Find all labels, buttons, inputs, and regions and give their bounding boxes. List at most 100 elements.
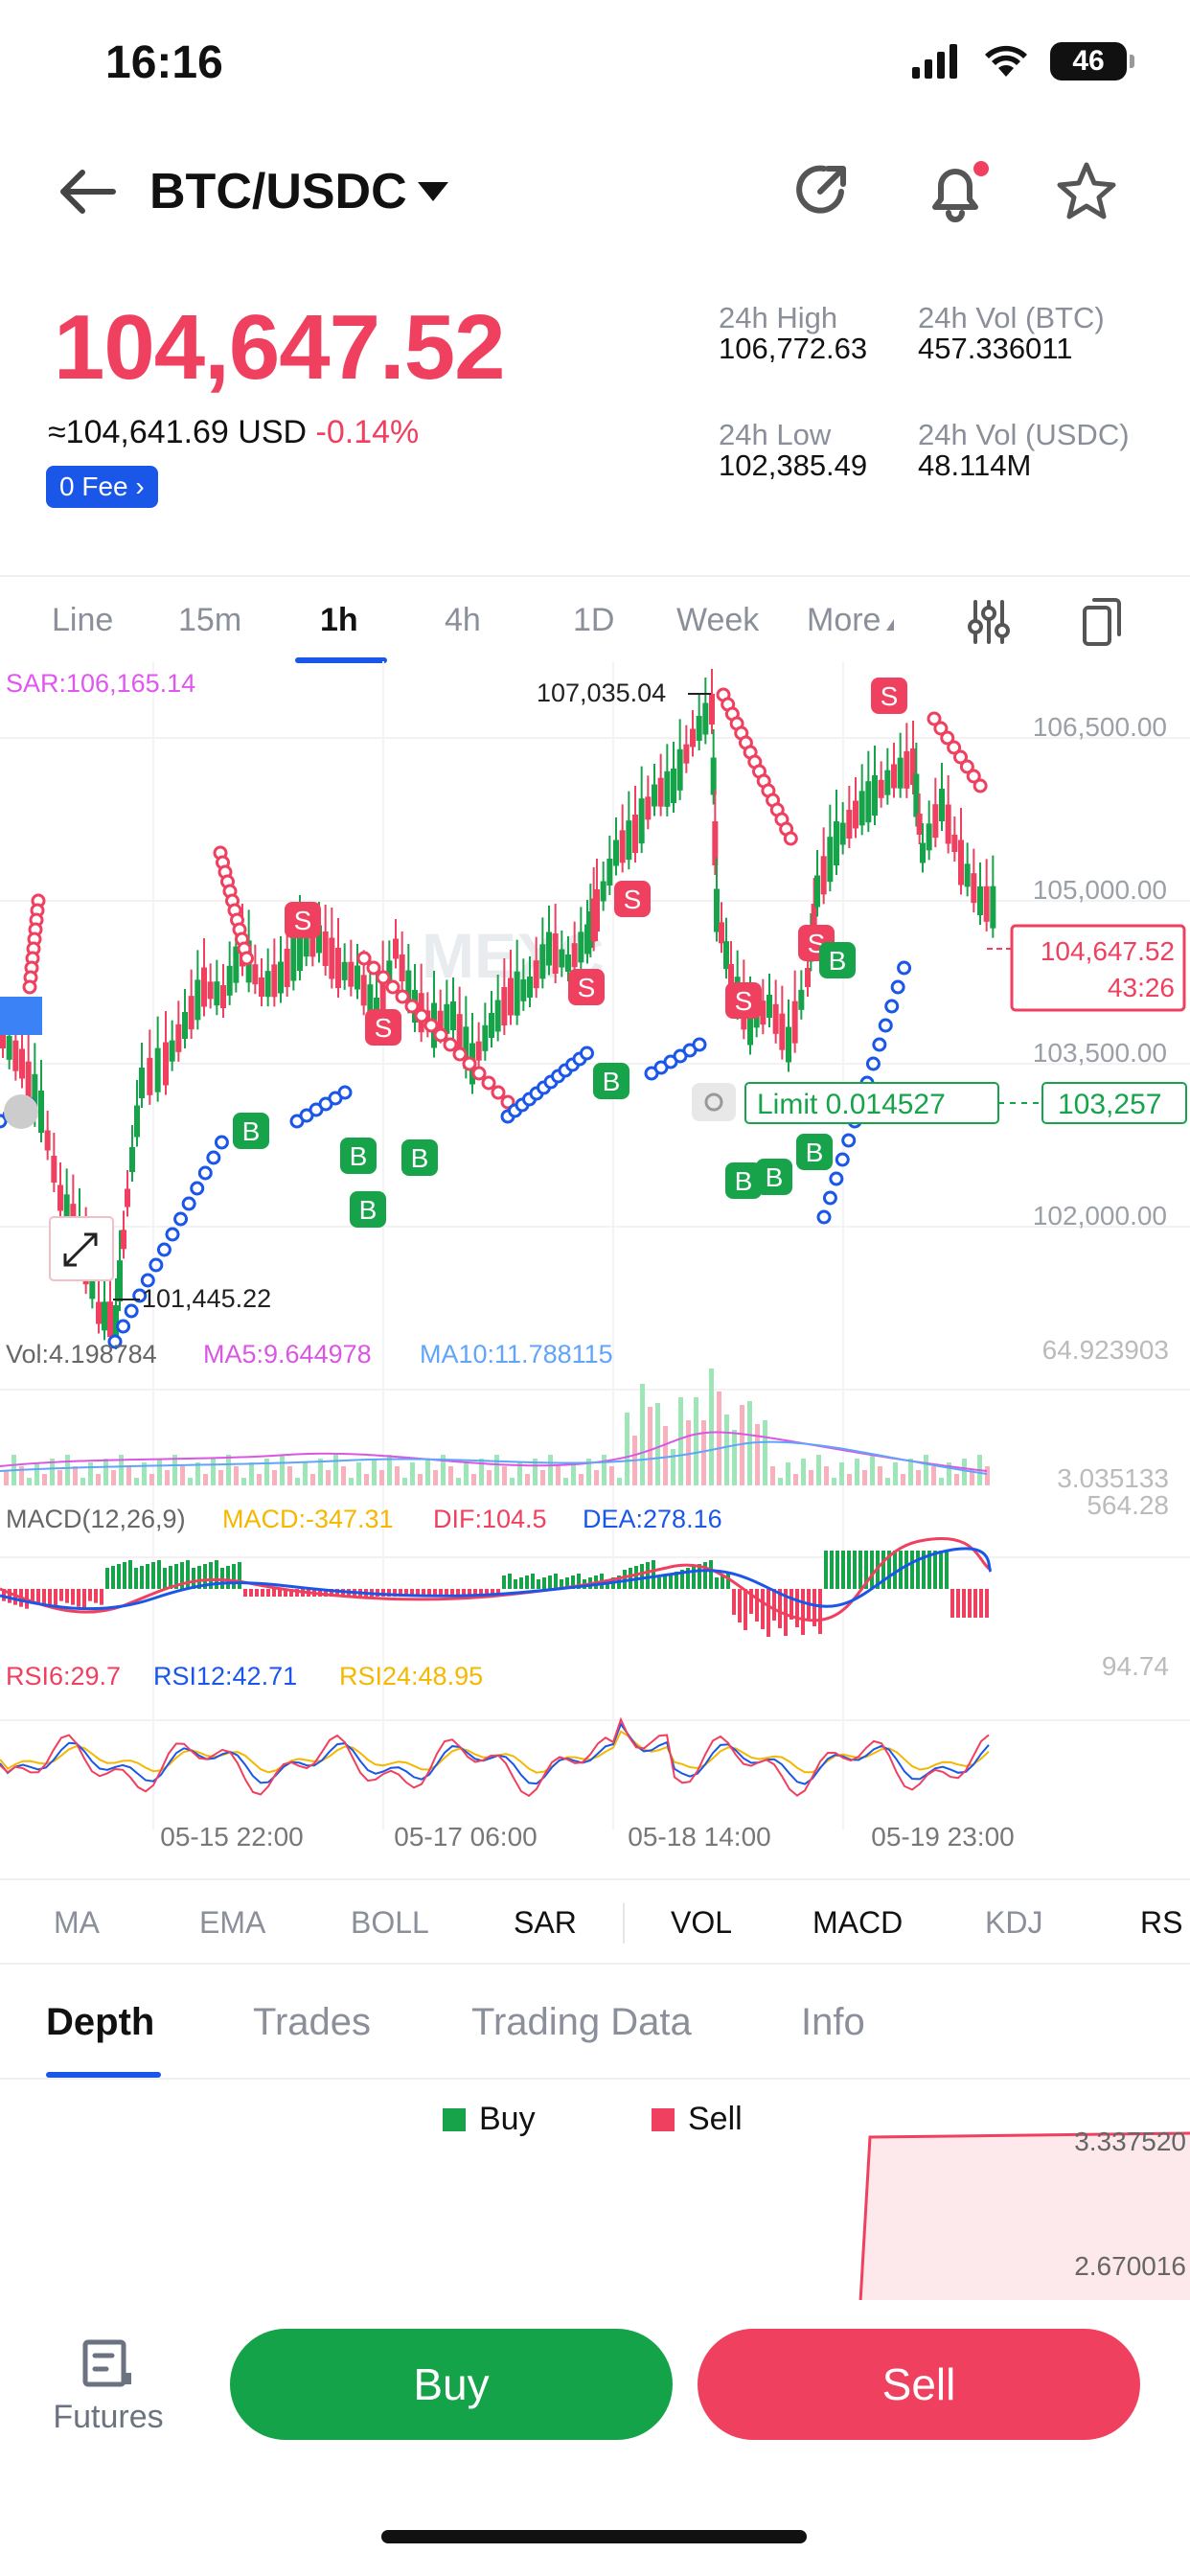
sar-dot <box>22 979 37 995</box>
candle <box>134 1105 140 1138</box>
buy-marker: B <box>350 1191 386 1228</box>
svg-text:S: S <box>624 885 642 914</box>
indicator-ema[interactable]: EMA <box>199 1905 266 1940</box>
tab-15m[interactable]: 15m <box>178 602 242 638</box>
tab-line[interactable]: Line <box>52 602 114 638</box>
indicator-kdj[interactable]: KDJ <box>985 1905 1043 1940</box>
macd-bar <box>703 1562 707 1589</box>
tab-1d[interactable]: 1D <box>573 602 615 638</box>
favorite-star-icon[interactable] <box>1054 159 1119 224</box>
candle <box>220 985 226 1008</box>
macd-bar <box>692 1566 696 1589</box>
volume-bar <box>88 1462 93 1485</box>
kline-chart[interactable]: MEXC SAR:106,165.14 107,035.04 101,445.22 10… <box>0 661 1190 1878</box>
macd-bar <box>519 1577 523 1589</box>
macd-bar <box>939 1551 943 1589</box>
candle <box>139 1068 145 1098</box>
candle <box>702 702 709 735</box>
candle <box>932 804 939 839</box>
macd-bar <box>749 1589 753 1614</box>
macd-bar <box>790 1589 793 1620</box>
macd-bar <box>663 1576 667 1589</box>
futures-button[interactable]: Futures <box>46 2336 171 2436</box>
tab-more[interactable]: More <box>807 602 895 639</box>
current-price-box <box>1010 924 1186 1012</box>
drawing-tool-flag <box>0 997 42 1035</box>
volume-bar <box>303 1462 308 1485</box>
buy-button[interactable]: Buy <box>230 2329 673 2440</box>
macd-bar <box>238 1562 241 1589</box>
macd-bar <box>565 1577 569 1589</box>
depth-chart[interactable]: 3.337520 2.670016 <box>0 2089 1190 2310</box>
macd-bar <box>445 1589 448 1597</box>
candle <box>559 949 565 968</box>
macd-bar <box>560 1579 563 1589</box>
volume-bar <box>885 1478 890 1485</box>
candle <box>606 859 613 886</box>
candle <box>154 1047 161 1092</box>
candle <box>450 1001 456 1030</box>
volume-bar <box>540 1470 545 1485</box>
macd-bar <box>496 1589 500 1597</box>
copy-layout-icon[interactable] <box>1081 596 1123 648</box>
volume-bar <box>341 1466 346 1485</box>
macd-bar <box>945 1551 949 1589</box>
macd-bar <box>36 1589 40 1603</box>
indicator-boll[interactable]: BOLL <box>351 1905 429 1940</box>
volume-bar <box>441 1455 446 1485</box>
macd-bar <box>128 1560 132 1589</box>
tab-4h[interactable]: 4h <box>445 602 481 638</box>
sar-dot <box>214 1135 229 1150</box>
indicator-macd[interactable]: MACD <box>812 1905 904 1940</box>
chevron-right-icon: › <box>135 472 145 501</box>
indicator-ma[interactable]: MA <box>54 1905 100 1940</box>
indicator-sar[interactable]: SAR <box>514 1905 577 1940</box>
volume-bar <box>80 1478 85 1485</box>
tab-info[interactable]: Info <box>801 2001 865 2043</box>
macd-bar <box>916 1551 920 1589</box>
pair-title[interactable]: BTC/USDC <box>149 164 407 219</box>
tab-trading-data[interactable]: Trading Data <box>471 2001 692 2043</box>
macd-bar <box>249 1589 253 1597</box>
tab-week[interactable]: Week <box>676 602 760 638</box>
tab-1h[interactable]: 1h <box>320 602 358 638</box>
sar-dot <box>471 1066 487 1081</box>
indicator-settings-icon[interactable] <box>968 598 1010 646</box>
tab-trades[interactable]: Trades <box>253 2001 372 2043</box>
notification-bell-icon[interactable] <box>922 159 989 226</box>
sell-button[interactable]: Sell <box>698 2329 1140 2440</box>
indicator-rsi[interactable]: RS <box>1140 1905 1183 1940</box>
pair-dropdown-caret-icon[interactable] <box>418 182 448 201</box>
sar-dot <box>116 1319 131 1334</box>
macd-bar <box>462 1589 466 1597</box>
macd-bar <box>732 1589 736 1615</box>
volume-bar <box>740 1405 744 1485</box>
candle <box>169 1040 175 1062</box>
svg-text:S: S <box>375 1013 393 1043</box>
macd-bar <box>571 1576 575 1589</box>
tab-depth[interactable]: Depth <box>46 2001 155 2043</box>
candle <box>444 1003 450 1034</box>
candle <box>463 1026 469 1070</box>
indicator-vol[interactable]: VOL <box>671 1905 733 1940</box>
sar-dot <box>865 1056 881 1071</box>
volume-bar <box>149 1474 154 1485</box>
sar-dot <box>580 1046 594 1061</box>
volume-bar <box>517 1462 522 1485</box>
macd-bar <box>962 1589 966 1618</box>
candle <box>951 835 958 852</box>
share-refresh-icon[interactable] <box>791 159 853 220</box>
volume-bar <box>379 1470 384 1485</box>
candle <box>590 898 597 942</box>
back-arrow-icon[interactable] <box>56 167 117 217</box>
volume-bar <box>234 1466 239 1485</box>
sell-marker: S <box>871 678 907 714</box>
limit-order-label: Limit 0.014527 <box>757 1089 946 1120</box>
macd-bar <box>542 1577 546 1589</box>
sar-dot <box>124 1303 139 1319</box>
sell-marker: S <box>614 881 651 917</box>
macd-bar <box>502 1576 506 1589</box>
candle <box>264 971 271 998</box>
fee-badge[interactable]: 0 Fee › <box>46 466 158 508</box>
